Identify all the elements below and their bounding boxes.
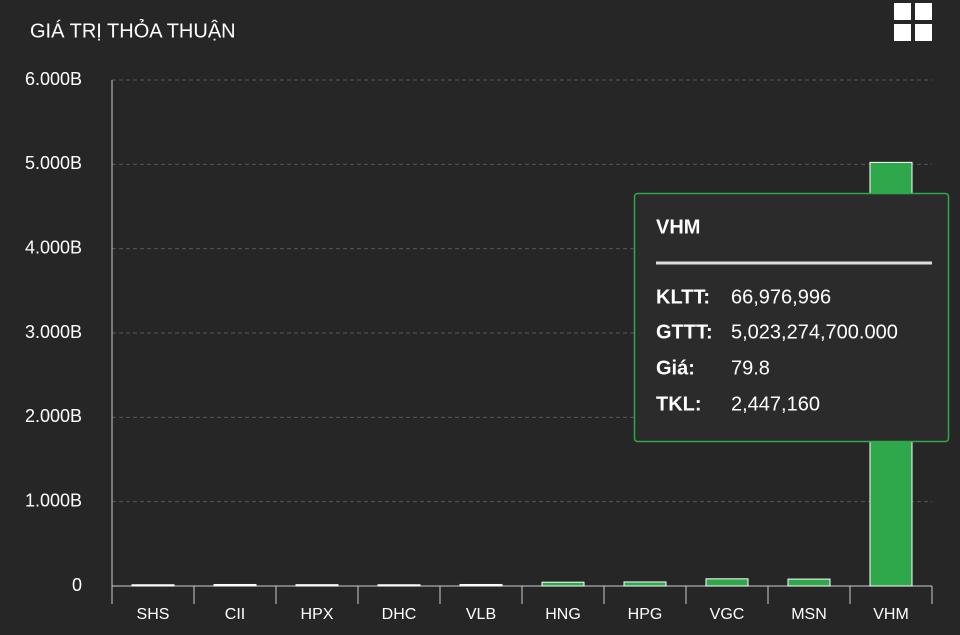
tooltip-label: KLTT: <box>656 286 710 308</box>
tooltip-label: TKL: <box>656 393 702 415</box>
menu-icon[interactable] <box>894 3 932 41</box>
x-tick-label: VGC <box>710 606 745 623</box>
y-tick-label: 6.000B <box>25 69 82 89</box>
tooltip-label: GTTT: <box>656 321 713 343</box>
tooltip-value: 79.8 <box>731 357 770 379</box>
tooltip-value: 5,023,274,700.000 <box>731 321 898 343</box>
bar <box>377 584 421 587</box>
tooltip-label: Giá: <box>656 357 695 379</box>
x-tick-label: VLB <box>466 606 496 623</box>
tooltip-box <box>633 192 950 443</box>
tooltip-title: VHM <box>656 216 700 238</box>
x-tick-label: VHM <box>873 606 909 623</box>
chart-title: GIÁ TRỊ THỎA THUẬN <box>30 18 236 42</box>
y-tick-label: 0 <box>72 575 82 595</box>
y-tick-label: 1.000B <box>25 490 82 510</box>
bar <box>295 584 339 587</box>
x-tick-label: HPX <box>301 606 334 623</box>
bar <box>213 583 257 587</box>
y-tick-label: 2.000B <box>25 406 82 426</box>
bar <box>131 584 175 587</box>
tooltip-value: 2,447,160 <box>731 393 820 415</box>
bar <box>787 578 831 587</box>
x-tick-label: HPG <box>628 606 663 623</box>
bar <box>459 583 503 587</box>
y-tick-label: 3.000B <box>25 322 82 342</box>
y-tick-label: 5.000B <box>25 153 82 173</box>
y-tick-label: 4.000B <box>25 237 82 257</box>
bar <box>541 581 585 587</box>
bar <box>623 581 667 587</box>
bar <box>705 578 749 587</box>
x-tick-label: HNG <box>545 606 581 623</box>
x-tick-label: CII <box>225 606 245 623</box>
x-tick-label: DHC <box>382 606 417 623</box>
tooltip-value: 66,976,996 <box>731 286 831 308</box>
x-tick-label: MSN <box>791 606 827 623</box>
x-tick-label: SHS <box>137 606 170 623</box>
tooltip: VHM KLTT: 66,976,996 GTTT: 5,023,274,700.000… <box>633 192 950 443</box>
